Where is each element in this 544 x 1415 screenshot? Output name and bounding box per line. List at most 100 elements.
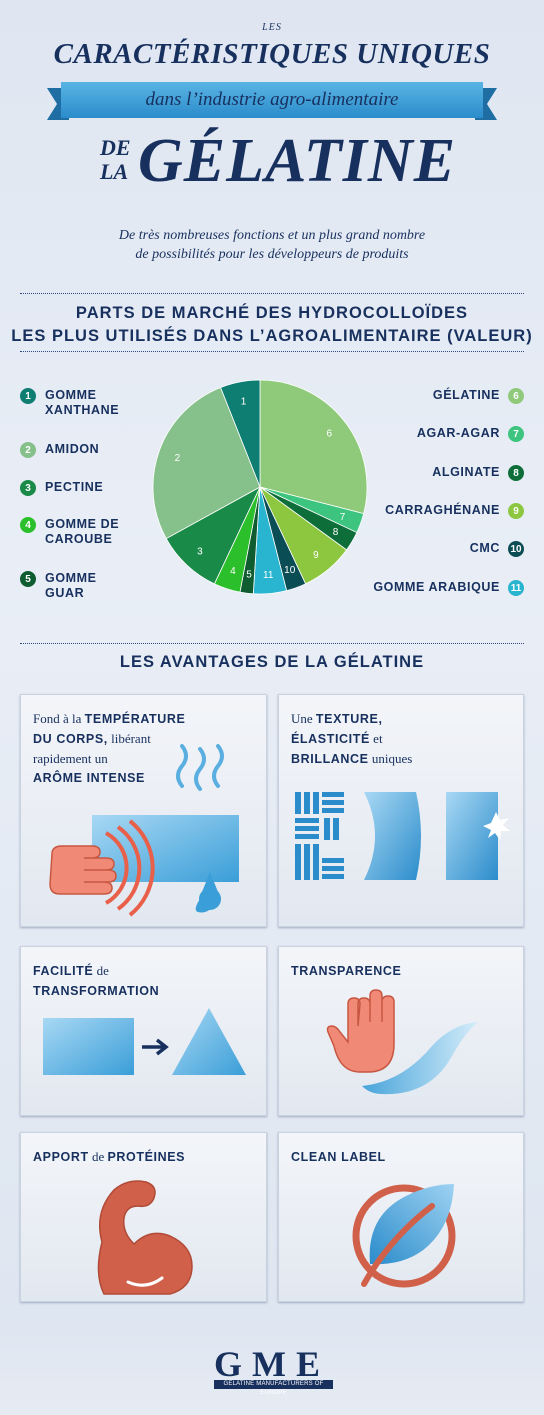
legend-item-3: 3 PECTINE xyxy=(20,480,160,496)
card-text-part: PROTÉINES xyxy=(107,1150,186,1164)
transformation-icon xyxy=(43,1008,246,1075)
legend-item-11: GOMME ARABIQUE 11 xyxy=(373,580,524,596)
gme-logo: GME xyxy=(214,1344,330,1384)
market-pie-chart: 6 78 9 10 11 54 3 2 1 xyxy=(152,379,368,595)
divider xyxy=(20,643,524,644)
pie-slice-label-7: 7 xyxy=(340,512,346,523)
pie-slice-label-3: 3 xyxy=(197,546,203,557)
card-text-part: BRILLANCE xyxy=(291,752,369,766)
divider xyxy=(20,351,524,352)
pie-slice-label-10: 10 xyxy=(284,565,296,576)
hand-icon xyxy=(326,989,395,1073)
card-text-part: uniques xyxy=(368,751,413,766)
legend-num: 11 xyxy=(508,580,524,596)
gme-logo-subtitle: GELATINE MANUFACTURERS OF EUROPE xyxy=(214,1380,333,1396)
card-clean-label: CLEAN LABEL xyxy=(278,1132,524,1302)
header-de: DE xyxy=(100,135,131,160)
card-text-part: Une xyxy=(291,711,316,726)
card-clean-label-text: CLEAN LABEL xyxy=(291,1147,386,1167)
legend-label: AGAR-AGAR xyxy=(416,426,500,440)
header-de-la: DE LA xyxy=(100,136,131,184)
card-text-part: FACILITÉ xyxy=(33,964,94,978)
legend-label: CMC xyxy=(469,541,500,555)
card-text-part: APPORT xyxy=(33,1150,89,1164)
card-text-part: CLEAN LABEL xyxy=(291,1150,386,1164)
legend-item-5: 5 GOMME GUAR xyxy=(20,571,160,601)
pie-slice-label-9: 9 xyxy=(313,550,319,561)
legend-item-7: AGAR-AGAR 7 xyxy=(417,426,524,442)
card-temperature: Fond à la TEMPÉRATURE DU CORPS, libérant… xyxy=(20,694,267,927)
card-text-part: TRANSPARENCE xyxy=(291,964,402,978)
pie-slice-label-1: 1 xyxy=(241,396,247,407)
legend-label: XANTHANE xyxy=(45,403,120,417)
legend-num: 4 xyxy=(20,517,36,533)
header-ribbon-text: dans l’industrie agro-alimentaire xyxy=(145,89,399,110)
card-text-part: TEXTURE, xyxy=(315,712,383,726)
card-transformation-text: FACILITÉ de TRANSFORMATION xyxy=(33,961,159,1001)
card-text-part: ÉLASTICITÉ xyxy=(291,732,370,746)
legend-label: ALGINATE xyxy=(432,465,500,479)
legend-label: GOMME xyxy=(45,388,97,402)
header-les: LES xyxy=(262,22,282,33)
legend-item-6: GÉLATINE 6 xyxy=(433,388,524,404)
elasticity-icon xyxy=(364,792,421,880)
pie-slice-1 xyxy=(220,379,261,488)
muscle-arm-icon xyxy=(97,1180,193,1295)
legend-item-2: 2 AMIDON xyxy=(20,442,160,458)
pie-slice-6 xyxy=(259,379,368,515)
legend-item-1: 1 GOMME XANTHANE xyxy=(20,388,160,418)
pie-slice-label-5: 5 xyxy=(246,570,252,581)
market-title-line2: LES PLUS UTILISÉS DANS L’AGROALIMENTAIRE… xyxy=(11,327,533,345)
card-text-part: DU CORPS, xyxy=(33,732,108,746)
card-transparence-text: TRANSPARENCE xyxy=(291,961,401,981)
legend-label: GOMME xyxy=(45,571,97,585)
card-text-part: TEMPÉRATURE xyxy=(84,712,186,726)
card-text-part: de xyxy=(93,963,109,978)
legend-num: 2 xyxy=(20,442,36,458)
pie-slice-2 xyxy=(152,386,261,540)
legend-label: CAROUBE xyxy=(45,532,113,546)
card-texture-text: Une TEXTURE, ÉLASTICITÉ et BRILLANCE uni… xyxy=(291,709,412,769)
legend-label: AMIDON xyxy=(45,442,100,456)
legend-num: 7 xyxy=(508,426,524,442)
header-title-main: GÉLATINE xyxy=(138,127,457,195)
header-intro-line1: De très nombreuses fonctions et un plus … xyxy=(118,228,426,243)
transparency-icon xyxy=(326,989,478,1095)
square-shape-icon xyxy=(43,1018,134,1075)
card-text-part: Fond à la xyxy=(33,711,85,726)
market-title: PARTS DE MARCHÉ DES HYDROCOLLOÏDES LES P… xyxy=(0,302,544,348)
card-text-part: TRANSFORMATION xyxy=(33,984,160,998)
melting-hand-icon xyxy=(49,744,239,917)
legend-num: 6 xyxy=(508,388,524,404)
pie-slice-label-11: 11 xyxy=(263,570,274,581)
card-text-part: de xyxy=(88,1149,108,1164)
pie-slice-label-8: 8 xyxy=(333,527,339,538)
advantages-title: LES AVANTAGES DE LA GÉLATINE xyxy=(119,653,425,671)
legend-num: 8 xyxy=(508,465,524,481)
texture-weave-icon xyxy=(295,792,344,880)
legend-num: 3 xyxy=(20,480,36,496)
legend-num: 9 xyxy=(508,503,524,519)
card-proteines-text: APPORT de PROTÉINES xyxy=(33,1147,185,1167)
card-text-part: rapidement un xyxy=(33,751,108,766)
card-temperature-text: Fond à la TEMPÉRATURE DU CORPS, libérant… xyxy=(33,709,185,788)
gelatin-sheet-icon xyxy=(362,1022,478,1095)
legend-label: GOMME DE xyxy=(45,517,120,531)
texture-icons xyxy=(295,792,510,880)
legend-label: GUAR xyxy=(45,586,85,600)
card-text-part: libérant xyxy=(107,731,151,746)
market-title-line1: PARTS DE MARCHÉ DES HYDROCOLLOÏDES xyxy=(75,304,469,322)
legend-item-10: CMC 10 xyxy=(470,541,524,557)
legend-num: 10 xyxy=(508,541,524,557)
card-texture: Une TEXTURE, ÉLASTICITÉ et BRILLANCE uni… xyxy=(278,694,524,927)
legend-item-4: 4 GOMME DE CAROUBE xyxy=(20,517,160,547)
circle-frame-icon xyxy=(352,1184,456,1288)
legend-item-9: CARRAGHÉNANE 9 xyxy=(385,503,524,519)
legend-label: CARRAGHÉNANE xyxy=(385,503,500,517)
pie-slice-label-2: 2 xyxy=(175,453,181,464)
header-title-line1: CARACTÉRISTIQUES UNIQUES xyxy=(53,38,491,70)
pie-slice-label-4: 4 xyxy=(230,566,236,577)
shine-star-icon xyxy=(483,812,510,840)
header-la: LA xyxy=(100,159,129,184)
card-text-part: ARÔME INTENSE xyxy=(33,771,145,785)
